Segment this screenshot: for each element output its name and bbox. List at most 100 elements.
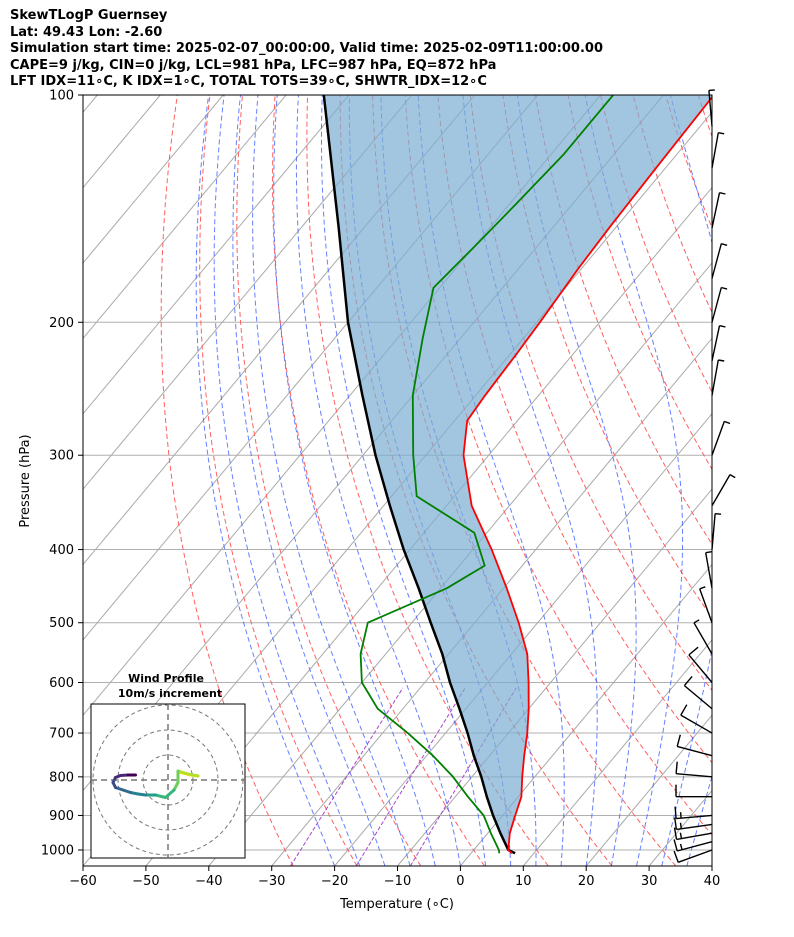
x-tick-label: −40 bbox=[195, 874, 222, 889]
wind-barb bbox=[711, 325, 721, 362]
wind-barb bbox=[676, 814, 713, 820]
wind-barb-flag bbox=[679, 843, 683, 850]
wind-barb bbox=[711, 192, 721, 229]
y-axis-label: Pressure (hPa) bbox=[18, 434, 33, 527]
isotherm-line bbox=[334, 412, 712, 866]
wind-barb-flag bbox=[719, 325, 726, 328]
x-tick-label: 20 bbox=[578, 874, 595, 889]
y-tick-label: 1000 bbox=[41, 844, 74, 859]
isotherm-line bbox=[83, 95, 287, 340]
mixing-ratio-line bbox=[290, 687, 404, 866]
dry-adiabat-line bbox=[199, 95, 358, 866]
wind-barb bbox=[680, 714, 713, 734]
moist-adiabat-line bbox=[232, 95, 386, 866]
wind-barb bbox=[676, 773, 713, 778]
moist-adiabat-line bbox=[213, 95, 361, 866]
moist-adiabat-line bbox=[661, 95, 712, 866]
wind-barb-flag bbox=[693, 619, 700, 624]
profile-layer bbox=[322, 95, 712, 855]
axes-layer: −60 −50 −40 −30 −20 −10 0 10 20 30 40 100 200 300 400 5… bbox=[41, 89, 720, 890]
y-tick-label: 900 bbox=[49, 809, 74, 824]
dry-adiabat-line bbox=[469, 95, 712, 692]
wind-barb bbox=[676, 832, 713, 841]
wind-barb-flag bbox=[688, 646, 699, 656]
moist-adiabat-line bbox=[252, 95, 411, 866]
hodograph-segment bbox=[154, 793, 167, 799]
x-tick-label: 30 bbox=[641, 874, 658, 889]
moist-adiabat-line bbox=[737, 95, 794, 866]
dry-adiabat-line bbox=[632, 95, 712, 314]
moist-adiabat-line bbox=[517, 95, 637, 866]
parcel-profile-line bbox=[322, 95, 516, 855]
wind-barb-flag bbox=[676, 734, 681, 747]
y-tick-label: 200 bbox=[49, 316, 74, 331]
station-coordinates: Lat: 49.43 Lon: -2.60 bbox=[10, 24, 163, 40]
wind-barb bbox=[711, 132, 719, 169]
dry-adiabat-line bbox=[697, 95, 712, 138]
dry-adiabat-line bbox=[271, 95, 485, 866]
moist-adiabat-line bbox=[295, 95, 461, 866]
moist-adiabat-line bbox=[711, 864, 712, 866]
isotherm-line bbox=[585, 714, 712, 866]
station-title: SkewTLogP Guernsey bbox=[10, 8, 168, 23]
wind-barb bbox=[711, 513, 716, 550]
wind-barbs bbox=[673, 89, 736, 863]
y-tick-label: 700 bbox=[49, 727, 74, 742]
x-tick-label: −60 bbox=[69, 874, 96, 889]
cape-shading bbox=[323, 95, 712, 854]
isotherm-line bbox=[83, 95, 413, 490]
x-tick-label: −30 bbox=[258, 874, 285, 889]
isotherm-line bbox=[711, 865, 712, 866]
isotherm-line bbox=[460, 563, 712, 866]
dry-adiabat-line bbox=[160, 95, 294, 866]
hodograph-subtitle: 10m/s increment bbox=[118, 687, 222, 700]
hodograph-segment bbox=[164, 788, 176, 799]
x-tick-label: 0 bbox=[456, 874, 464, 889]
wind-barb-flag bbox=[715, 513, 722, 515]
stability-indices-1: CAPE=9 j/kg, CIN=0 j/kg, LCL=981 hPa, LF… bbox=[10, 57, 497, 73]
dry-adiabat-line bbox=[534, 95, 712, 545]
wind-barb bbox=[693, 622, 713, 655]
wind-barb-flag bbox=[721, 286, 728, 290]
dry-adiabat-line bbox=[731, 95, 794, 866]
isotherm-line bbox=[83, 95, 224, 264]
hodograph-segment bbox=[176, 769, 190, 776]
y-tick-label: 100 bbox=[49, 89, 74, 104]
y-tick-label: 600 bbox=[49, 676, 74, 691]
dewpoint-profile-line bbox=[359, 95, 614, 854]
wind-barb-flag bbox=[673, 839, 678, 852]
wind-barb-flag bbox=[673, 850, 679, 863]
wind-barb-flag bbox=[705, 551, 712, 554]
wind-barb bbox=[711, 421, 725, 456]
x-tick-label: 40 bbox=[704, 874, 721, 889]
y-tick-label: 300 bbox=[49, 449, 74, 464]
temperature-profile-line bbox=[462, 95, 712, 854]
wind-barb-flag bbox=[719, 192, 726, 195]
wind-barb bbox=[683, 685, 713, 710]
isotherm-line bbox=[522, 639, 712, 866]
x-tick-label: −50 bbox=[132, 874, 159, 889]
wind-barb-flag bbox=[729, 473, 736, 479]
x-tick-label: −10 bbox=[384, 874, 411, 889]
wind-barb bbox=[711, 243, 722, 279]
wind-barb-flag bbox=[674, 817, 678, 830]
wind-barb-flag bbox=[718, 132, 725, 135]
wind-barb-flag bbox=[699, 586, 706, 590]
wind-barb-flag bbox=[718, 359, 725, 362]
dry-adiabat-line bbox=[339, 95, 613, 866]
wind-barb bbox=[677, 841, 713, 852]
wind-barb-flag bbox=[724, 420, 731, 425]
wind-barb bbox=[711, 287, 722, 323]
moist-adiabat-line bbox=[195, 95, 336, 866]
wind-barb-flag bbox=[679, 822, 682, 829]
hodograph-content bbox=[91, 704, 245, 858]
chart-header: SkewTLogP Guernsey Lat: 49.43 Lon: -2.60… bbox=[10, 8, 603, 91]
y-tick-label: 400 bbox=[49, 543, 74, 558]
wind-barb bbox=[676, 823, 713, 831]
wind-barb-flag bbox=[708, 89, 715, 92]
moist-adiabat-line bbox=[273, 95, 436, 866]
wind-barb bbox=[699, 588, 713, 623]
hodograph-inset: Wind Profile 10m/s increment bbox=[90, 672, 246, 859]
y-tick-label: 500 bbox=[49, 616, 74, 631]
